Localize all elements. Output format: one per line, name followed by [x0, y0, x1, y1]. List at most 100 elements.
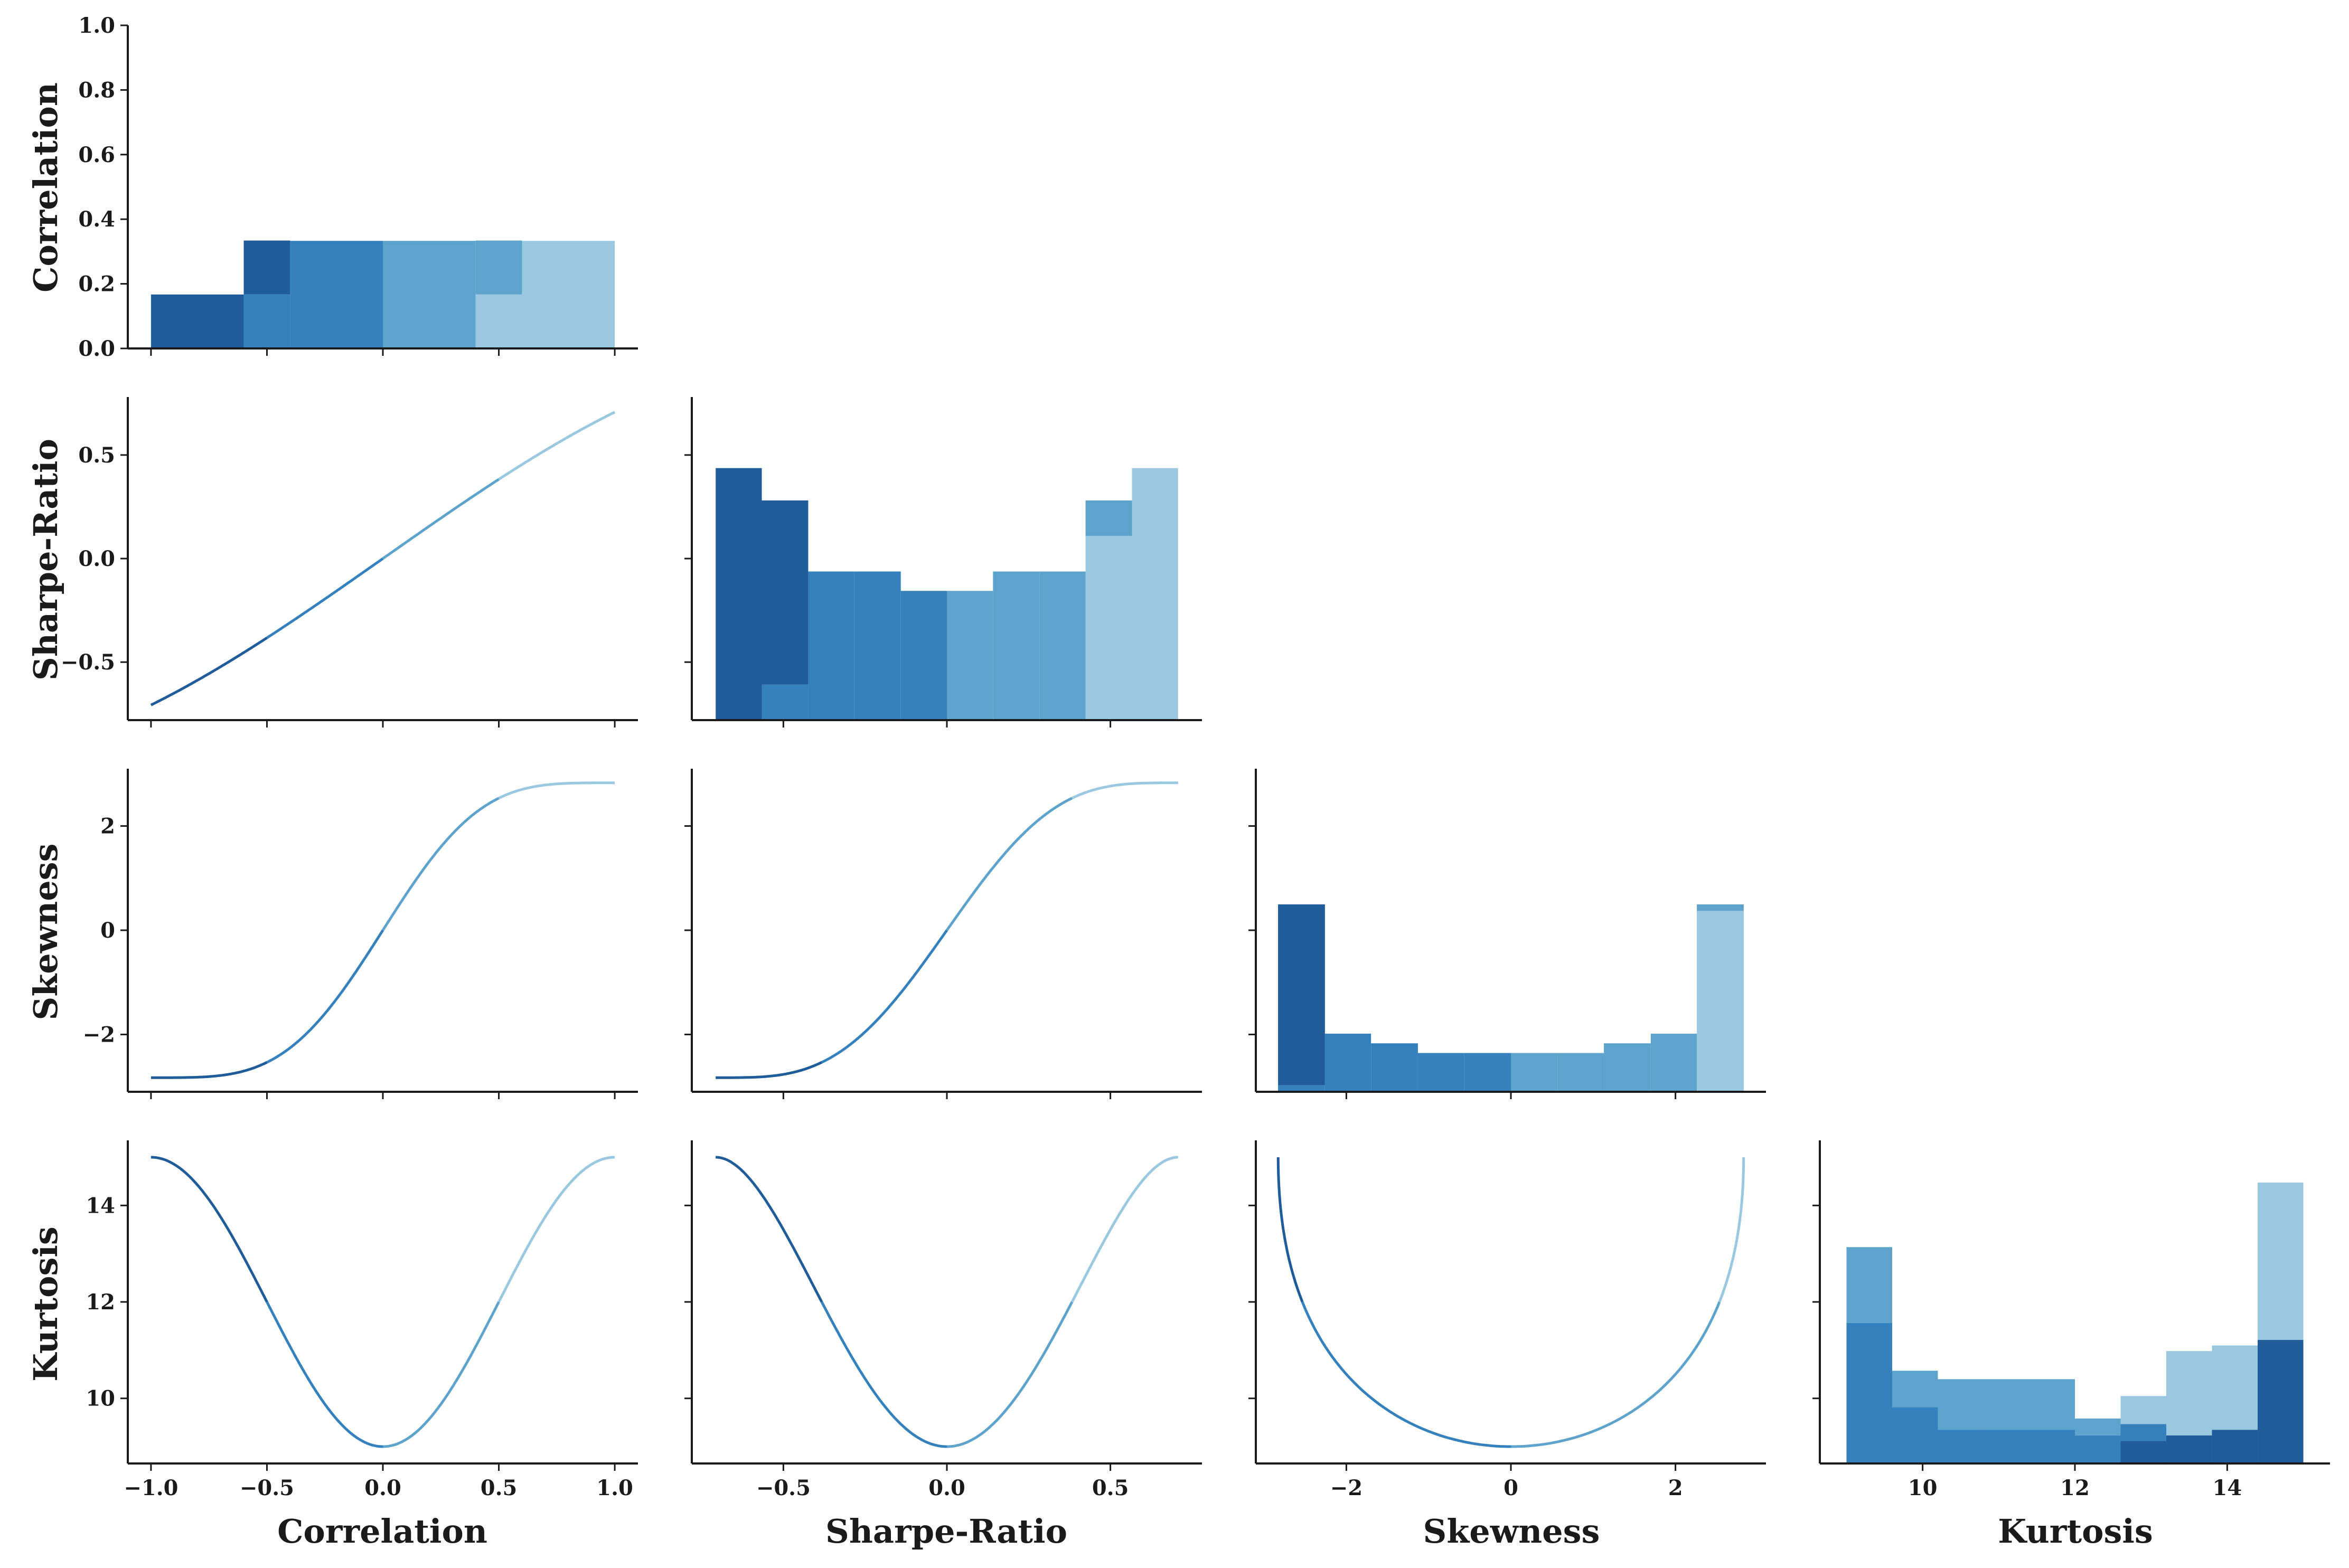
curve-kurtosis-vs-skewness-seg0	[1276, 1157, 1304, 1302]
bar-skewness-bin5-s2	[1511, 1053, 1558, 1092]
bar-kurtosis-bin6-s3	[2120, 1396, 2167, 1424]
y-tick-label: 14	[86, 1193, 115, 1218]
bar-skewness-bin0-s0	[1278, 904, 1325, 1085]
x-tick-label: 1.0	[596, 1476, 633, 1500]
x-tick-label: 10	[1908, 1476, 1938, 1500]
bar-sharpe-ratio-bin8-s3	[1085, 536, 1132, 720]
bar-sharpe-ratio-bin6-s2	[993, 571, 1040, 720]
curve-kurtosis-vs-sharpe-ratio-seg3	[1070, 1156, 1178, 1303]
x-tick-label: 12	[2060, 1476, 2090, 1500]
bar-sharpe-ratio-bin1-s0	[762, 500, 809, 685]
curve-kurtosis-vs-sharpe-ratio-seg2	[947, 1301, 1074, 1448]
panel-sharpe-ratio-vs-correlation: −0.5 0.0 0.5	[61, 397, 638, 728]
bar-sharpe-ratio-bin3-s1	[854, 571, 901, 720]
curve-kurtosis-vs-sharpe-ratio-seg1	[820, 1301, 947, 1448]
y-tick-label: 10	[86, 1386, 115, 1411]
bar-kurtosis-bin5-s1	[2075, 1435, 2121, 1463]
bar-kurtosis-bin1-s2	[1892, 1371, 1938, 1408]
bar-kurtosis-bin4-s1	[2029, 1430, 2075, 1463]
bar-skewness-bin8-s2	[1650, 1033, 1697, 1092]
bar-kurtosis-bin0-s2	[1846, 1247, 1892, 1323]
x-tick-label: 0.0	[928, 1476, 965, 1500]
ylabel-correlation: Correlation	[26, 82, 65, 292]
y-axis-labels: Correlation Sharpe-Ratio Skewness Kurtos…	[26, 82, 65, 1382]
bar-kurtosis-bin6-s0	[2120, 1441, 2167, 1463]
ylabel-sharpe-ratio: Sharpe-Ratio	[26, 439, 65, 681]
bar-skewness-bin6-s2	[1557, 1053, 1604, 1092]
bar-kurtosis-bin0-s1	[1846, 1323, 1892, 1463]
curve-kurtosis-vs-sharpe-ratio-seg0	[716, 1156, 823, 1303]
xlabel-correlation: Correlation	[277, 1512, 487, 1551]
y-tick-label: −2	[83, 1022, 115, 1047]
panel-kurtosis-vs-sharpe-ratio: −0.5 0.0 0.5	[684, 1140, 1202, 1500]
bar-skewness-bin1-s1	[1324, 1033, 1371, 1092]
curve-kurtosis-vs-skewness-seg2	[1511, 1301, 1721, 1448]
curve-kurtosis-vs-skewness-seg3	[1718, 1157, 1745, 1302]
curve-sharpe-ratio-vs-correlation-seg2	[382, 478, 500, 560]
bar-correlation-bin1-s0	[243, 240, 290, 295]
x-tick-label: −2	[1330, 1476, 1363, 1500]
curve-skewness-vs-correlation-seg1	[266, 929, 384, 1064]
ylabel-skewness: Skewness	[26, 844, 65, 1021]
y-tick-label: 0.4	[78, 207, 115, 232]
bar-kurtosis-bin2-s2	[1938, 1379, 1984, 1430]
y-tick-label: 2	[100, 814, 115, 839]
x-tick-label: 0.0	[364, 1476, 401, 1500]
bar-kurtosis-bin9-s0	[2258, 1339, 2304, 1463]
y-tick-label: 12	[86, 1290, 115, 1315]
panel-kurtosis-vs-correlation: 10 12 14 −1.0 −0.5 0.0 0.5 1.0	[86, 1140, 638, 1500]
xlabel-kurtosis: Kurtosis	[1998, 1512, 2153, 1551]
x-axis-labels: Correlation Sharpe-Ratio Skewness Kurtos…	[277, 1512, 2153, 1551]
xlabel-sharpe-ratio: Sharpe-Ratio	[825, 1512, 1067, 1551]
bar-kurtosis-bin6-s1	[2120, 1424, 2167, 1441]
bar-sharpe-ratio-bin9-s3	[1132, 468, 1178, 720]
bar-skewness-bin7-s2	[1604, 1043, 1651, 1092]
x-tick-label: 0.5	[1092, 1476, 1129, 1500]
bar-skewness-bin4-s1	[1464, 1053, 1511, 1092]
pairplot-panels: 0.0 0.2 0.4 0.6 0.8 1.0 −0.5 0.0 0.5 −2 0 2 10 12 14 −1…	[61, 13, 2330, 1500]
y-tick-label: 0.0	[78, 336, 115, 361]
bar-sharpe-ratio-bin2-s1	[808, 571, 854, 720]
bar-sharpe-ratio-bin4-s1	[900, 591, 947, 720]
y-tick-label: 0.8	[78, 78, 115, 102]
y-tick-label: 0.2	[78, 272, 115, 297]
bar-kurtosis-bin1-s1	[1892, 1407, 1938, 1463]
x-tick-label: 14	[2213, 1476, 2242, 1500]
bar-kurtosis-bin9-s3	[2258, 1182, 2304, 1340]
x-tick-label: 2	[1668, 1476, 1683, 1500]
bar-kurtosis-bin3-s1	[1983, 1430, 2029, 1463]
curve-skewness-vs-correlation-seg0	[151, 1061, 268, 1079]
y-tick-label: 0	[100, 918, 115, 943]
bar-skewness-bin2-s1	[1371, 1043, 1418, 1092]
panel-kurtosis-vs-kurtosis: 10 12 14	[1812, 1140, 2330, 1500]
curve-sharpe-ratio-vs-correlation-seg3	[498, 411, 616, 481]
bar-correlation-bin3-s2	[383, 241, 476, 348]
curve-kurtosis-vs-correlation-seg2	[383, 1301, 500, 1448]
panel-skewness-vs-skewness	[1248, 769, 1766, 1099]
bar-kurtosis-bin5-s2	[2075, 1418, 2121, 1435]
y-tick-label: −0.5	[61, 650, 115, 675]
bar-kurtosis-bin8-s3	[2212, 1345, 2258, 1430]
bar-kurtosis-bin3-s2	[1983, 1379, 2029, 1430]
bar-skewness-bin3-s1	[1417, 1053, 1464, 1092]
bar-sharpe-ratio-bin7-s2	[1039, 571, 1086, 720]
curve-kurtosis-vs-correlation-seg0	[151, 1156, 268, 1303]
bar-correlation-bin2-s1	[290, 241, 383, 348]
bar-kurtosis-bin7-s0	[2166, 1435, 2212, 1463]
y-tick-label: 0.6	[78, 143, 115, 167]
xlabel-skewness: Skewness	[1423, 1512, 1600, 1551]
bar-correlation-bin4-s3	[475, 294, 522, 348]
bar-kurtosis-bin4-s2	[2029, 1379, 2075, 1430]
curve-skewness-vs-sharpe-ratio-seg3	[1071, 781, 1178, 800]
x-tick-label: 0.5	[481, 1476, 518, 1500]
bar-skewness-bin0-s1	[1278, 1085, 1325, 1092]
bar-skewness-bin9-s3	[1697, 911, 1744, 1092]
bar-correlation-bin1-s1	[243, 294, 290, 348]
bar-correlation-bin0-s0	[151, 294, 244, 348]
y-tick-label: 0.0	[78, 546, 115, 571]
bar-sharpe-ratio-bin1-s1	[762, 684, 809, 720]
bar-sharpe-ratio-bin5-s2	[947, 591, 993, 720]
panel-skewness-vs-correlation: −2 0 2	[83, 769, 638, 1099]
curve-kurtosis-vs-skewness-seg1	[1301, 1301, 1511, 1448]
